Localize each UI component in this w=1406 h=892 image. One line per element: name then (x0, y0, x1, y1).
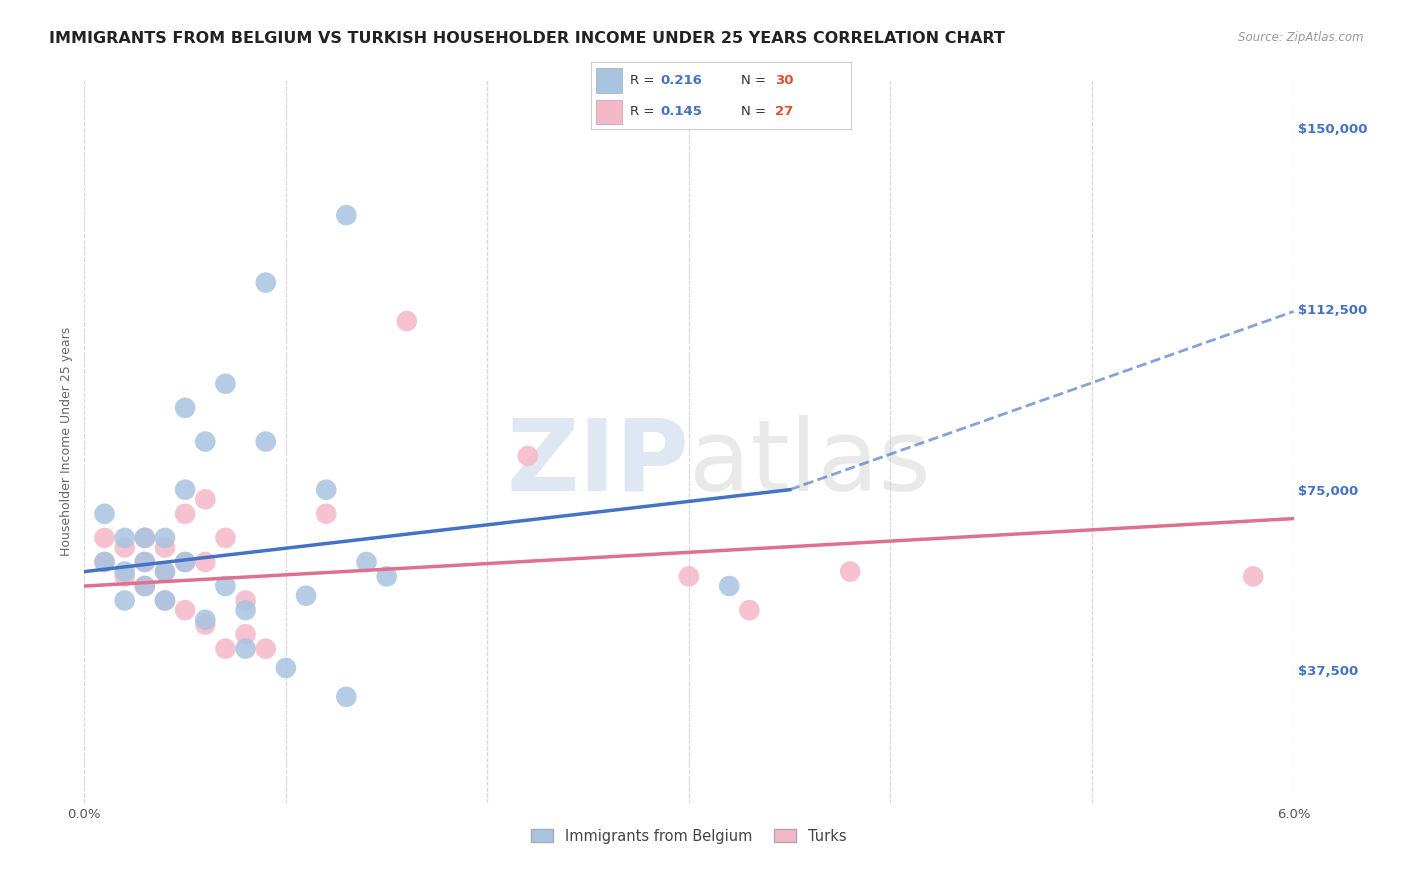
Point (356, 555, 378, 569)
Text: atlas: atlas (689, 415, 931, 512)
Point (254, 641, 277, 656)
Point (718, 579, 741, 593)
Text: 0.145: 0.145 (661, 105, 703, 119)
Text: 30: 30 (775, 74, 794, 87)
Text: 27: 27 (775, 105, 793, 119)
Point (114, 531, 136, 545)
Y-axis label: Householder Income Under 25 years: Householder Income Under 25 years (60, 326, 73, 557)
Point (134, 531, 156, 545)
Point (214, 579, 236, 593)
Legend: Immigrants from Belgium, Turks: Immigrants from Belgium, Turks (526, 823, 852, 850)
Point (153, 531, 176, 545)
Point (335, 690, 357, 704)
Point (174, 507, 197, 521)
Point (395, 314, 418, 328)
Bar (596, 100, 621, 124)
Point (174, 603, 197, 617)
Point (174, 555, 197, 569)
Point (235, 593, 257, 607)
Point (235, 603, 257, 617)
Point (678, 569, 700, 583)
Point (114, 593, 136, 607)
Point (254, 276, 277, 290)
Point (194, 613, 217, 627)
Point (254, 434, 277, 449)
Point (134, 531, 156, 545)
Point (153, 593, 176, 607)
Point (295, 589, 318, 603)
Point (174, 555, 197, 569)
Text: R =: R = (630, 105, 658, 119)
Point (194, 492, 217, 507)
Text: Source: ZipAtlas.com: Source: ZipAtlas.com (1239, 31, 1364, 45)
Point (738, 603, 761, 617)
Point (235, 627, 257, 641)
Point (134, 579, 156, 593)
Point (134, 579, 156, 593)
Point (114, 569, 136, 583)
Point (375, 569, 398, 583)
Point (153, 565, 176, 579)
Text: 0.216: 0.216 (661, 74, 703, 87)
Text: IMMIGRANTS FROM BELGIUM VS TURKISH HOUSEHOLDER INCOME UNDER 25 YEARS CORRELATION: IMMIGRANTS FROM BELGIUM VS TURKISH HOUSE… (49, 31, 1005, 46)
Point (214, 376, 236, 391)
Text: N =: N = (741, 105, 770, 119)
Point (93, 555, 115, 569)
Point (194, 617, 217, 632)
Point (134, 555, 156, 569)
Point (235, 641, 257, 656)
Point (274, 661, 297, 675)
Point (1241, 569, 1264, 583)
Text: R =: R = (630, 74, 658, 87)
Point (194, 434, 217, 449)
Point (174, 401, 197, 415)
Point (315, 507, 337, 521)
Point (93, 507, 115, 521)
Point (516, 449, 538, 463)
Point (114, 541, 136, 555)
Point (153, 565, 176, 579)
Point (153, 541, 176, 555)
Point (134, 555, 156, 569)
Point (114, 565, 136, 579)
Point (214, 531, 236, 545)
Text: ZIP: ZIP (506, 415, 689, 512)
Text: N =: N = (741, 74, 770, 87)
Point (93, 531, 115, 545)
Point (93, 555, 115, 569)
Point (335, 208, 357, 222)
Point (839, 565, 862, 579)
Bar (596, 69, 621, 93)
Point (315, 483, 337, 497)
Point (174, 483, 197, 497)
Point (214, 641, 236, 656)
Point (194, 555, 217, 569)
Point (153, 593, 176, 607)
